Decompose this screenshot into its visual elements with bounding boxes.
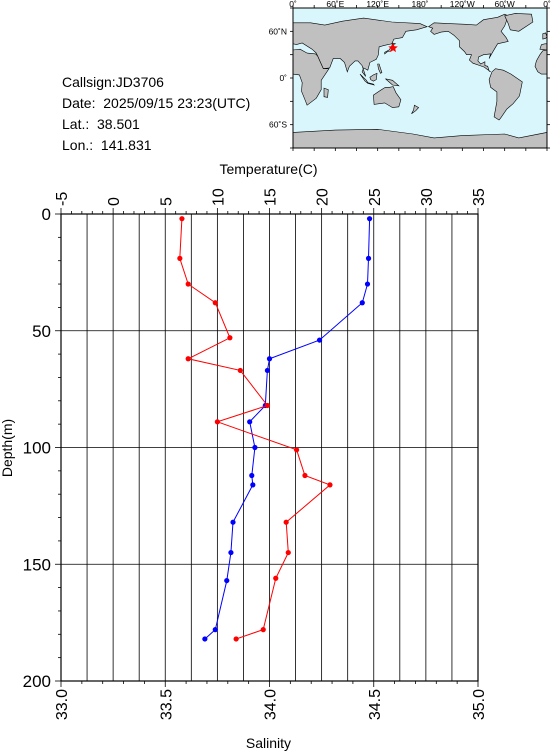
date-text: Date: 2025/09/15 23:23(UTC) [62, 95, 251, 111]
map-land-uk [542, 32, 548, 40]
temperature-point [266, 356, 273, 362]
map-lon-label: 0˚ [543, 0, 551, 9]
salinity-point [177, 255, 183, 261]
temperature-tick-label: 30 [419, 188, 436, 206]
salinity-point [260, 627, 266, 633]
map-land-iberia [539, 43, 548, 51]
salinity-tick-label: 34.0 [263, 689, 280, 720]
map-land-australia [373, 86, 402, 108]
salinity-tick-label: 34.5 [367, 689, 384, 720]
temperature-point [316, 337, 323, 343]
salinity-point [285, 549, 291, 556]
salinity-line [179, 218, 331, 640]
temperature-point [202, 636, 208, 642]
temperature-point [359, 300, 365, 306]
map-land-new-zealand [411, 104, 420, 115]
map-land-africa [292, 48, 330, 106]
depth-axis-label: Depth(m) [0, 419, 15, 477]
temperature-tick-label: -5 [54, 192, 71, 206]
map-land-borneo [369, 72, 378, 82]
map-land-north-america [427, 13, 509, 73]
temperature-tick-label: 5 [158, 197, 175, 206]
temperature-tick-label: 25 [367, 188, 384, 206]
salinity-tick-label: 35.0 [471, 689, 488, 720]
map-lon-label: 120˚W [450, 0, 475, 9]
map-land-new-guinea [385, 78, 400, 87]
station-info: Callsign:JD3706 Date: 2025/09/15 23:23(U… [62, 72, 250, 156]
temperature-point [366, 216, 373, 222]
temperature-point [365, 255, 372, 261]
longitude-text: Lon.: 141.831 [62, 137, 152, 153]
salinity-point [212, 300, 218, 306]
salinity-point [264, 402, 271, 409]
salinity-point [179, 216, 185, 222]
depth-tick-label: 100 [23, 439, 51, 458]
map-lat-label: 60˚N [269, 26, 287, 36]
salinity-point [237, 367, 243, 374]
salinity-axis-label: Salinity [246, 735, 291, 751]
temperature-tick-label: 0 [106, 197, 123, 206]
map-lat-label: 0˚ [279, 73, 287, 83]
salinity-point [273, 575, 279, 581]
temperature-point [230, 519, 236, 525]
salinity-point [185, 281, 191, 287]
station-marker-star [388, 43, 398, 53]
map-lon-label: 180˚ [411, 0, 428, 9]
map-land-madagascar [323, 87, 329, 98]
temperature-line [204, 218, 371, 640]
temperature-point [249, 472, 255, 479]
map-land-sumatra-java [359, 73, 375, 86]
temperature-point [250, 482, 256, 488]
salinity-tick-label: 33.0 [54, 689, 71, 720]
temperature-tick-label: 35 [471, 188, 488, 206]
depth-tick-label: 200 [23, 672, 51, 691]
map-lon-label: 60˚W [495, 0, 515, 9]
salinity-point [283, 519, 289, 525]
temperature-point [224, 577, 230, 584]
salinity-point [233, 636, 239, 642]
temperature-point [364, 281, 371, 287]
temperature-tick-label: 15 [263, 188, 280, 206]
map-lat-label: 60˚S [269, 120, 287, 130]
temperature-tick-label: 20 [315, 188, 332, 206]
map-lon-label: 0˚ [289, 0, 297, 9]
salinity-point [227, 335, 233, 341]
depth-tick-label: 50 [32, 322, 51, 341]
depth-tick-label: 0 [42, 205, 51, 224]
temperature-tick-label: 10 [210, 188, 227, 206]
location-map: 0˚ 60˚E 120˚E 180˚ 120˚W 60˚W 0˚ 60˚N 0˚ 60˚S [269, 0, 551, 151]
temperature-point [252, 444, 258, 451]
temperature-point [212, 627, 218, 633]
map-lon-label: 120˚E [366, 0, 389, 9]
map-land-philippines [377, 63, 383, 74]
callsign-text: Callsign:JD3706 [62, 74, 164, 90]
temperature-axis-label: Temperature(C) [219, 161, 317, 177]
salinity-point [302, 472, 308, 479]
latitude-text: Lat.: 38.501 [62, 116, 140, 132]
salinity-point [214, 419, 220, 425]
temperature-point [264, 367, 271, 374]
map-land-south-america [488, 68, 523, 121]
map-land-greenland [504, 13, 534, 32]
temperature-point [247, 419, 253, 425]
map-lon-label: 60˚E [326, 0, 344, 9]
salinity-point [294, 447, 300, 453]
depth-tick-label: 150 [23, 555, 51, 574]
salinity-tick-label: 33.5 [158, 689, 175, 720]
salinity-point [185, 356, 191, 362]
salinity-point [327, 482, 333, 488]
temperature-point [228, 549, 234, 556]
